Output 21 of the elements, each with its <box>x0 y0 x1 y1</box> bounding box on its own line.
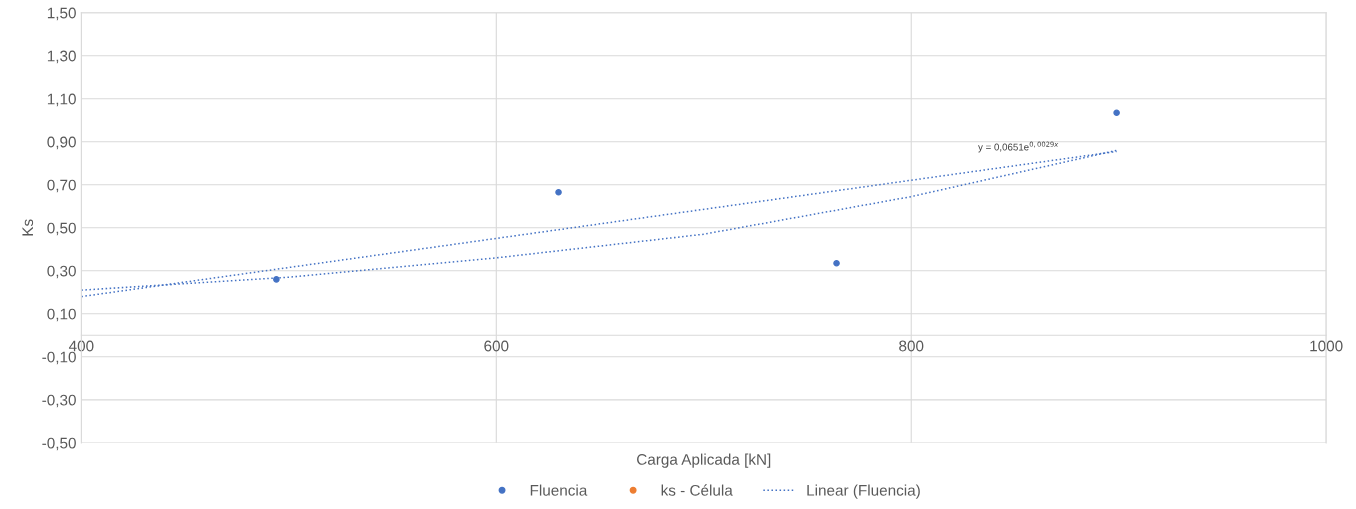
annotation: y = 0,0651e$^{0,0029x}$ <box>978 141 1059 153</box>
y-tick-label: 1,10 <box>47 93 76 107</box>
y-tick-label: 0,70 <box>47 179 76 193</box>
legend-label: ks - Célula <box>661 484 733 496</box>
y-tick-label: -0,30 <box>42 394 76 408</box>
y-tick-label: 0,10 <box>47 308 76 322</box>
y-tick-label: -0,10 <box>42 351 76 365</box>
x-axis-title: Carga Aplicada [kN] <box>637 453 771 468</box>
y-tick-label: -0,50 <box>42 437 76 451</box>
x-tick-label: 600 <box>484 340 509 352</box>
y-tick-label: 1,30 <box>47 50 76 64</box>
y-tick-label: 0,30 <box>47 265 76 279</box>
x-tick-label: 800 <box>899 340 924 352</box>
x-tick-label: 400 <box>68 340 94 352</box>
y-tick-label: 0,90 <box>47 136 76 150</box>
y-tick-label: 0,50 <box>47 222 76 236</box>
legend-label: Fluencia <box>530 484 588 496</box>
x-tick-label: 1000 <box>1310 340 1343 352</box>
legend-label: Linear (Fluencia) <box>807 484 920 499</box>
y-axis-title: Ks <box>22 219 34 236</box>
y-tick-label: 1,50 <box>47 7 76 21</box>
